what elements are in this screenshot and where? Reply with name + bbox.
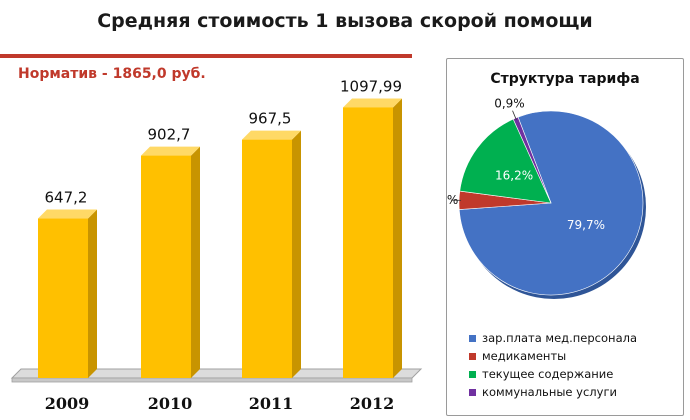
bar-value-label: 967,5: [249, 110, 292, 128]
bar-2011: [242, 130, 301, 378]
bar-front: [38, 218, 88, 378]
category-label: 2010: [148, 394, 193, 413]
category-label: 2009: [45, 394, 90, 413]
legend-label: коммунальные услуги: [482, 385, 617, 399]
pie-chart-title: Структура тарифа: [490, 71, 640, 87]
bar-value-label: 1097,99: [340, 77, 402, 95]
bar-side: [88, 209, 97, 378]
pie-value-label: 3,2%: [447, 193, 458, 207]
legend-item: зар.плата мед.персонала: [469, 329, 637, 347]
legend-swatch: [469, 352, 476, 360]
chart-floor-edge: [11, 377, 413, 383]
bar-2010: [141, 146, 200, 378]
legend-swatch: [469, 334, 476, 342]
bar-top: [141, 146, 200, 156]
pie-leader-line: [512, 110, 517, 121]
bar-top: [38, 209, 97, 219]
legend-swatch: [469, 370, 476, 378]
legend-label: текущее содержание: [482, 367, 614, 381]
legend-label: зар.плата мед.персонала: [482, 331, 638, 345]
bar-top: [242, 130, 301, 140]
legend-item: коммунальные услуги: [469, 383, 637, 401]
standard-note: Норматив - 1865,0 руб.: [18, 66, 206, 82]
bar-2009: [38, 209, 97, 378]
bar-top: [343, 98, 402, 108]
pie-chart: 79,7% 3,2% 16,2% 0,9%: [447, 96, 646, 299]
title-divider: [0, 54, 412, 58]
category-label: 2011: [249, 394, 294, 413]
bar-value-label: 902,7: [148, 126, 191, 144]
bar-value-label: 647,2: [45, 189, 88, 207]
pie-slice: [459, 118, 552, 204]
chart-title: Средняя стоимость 1 вызова скорой помощи: [97, 10, 593, 32]
legend-item: медикаменты: [469, 347, 637, 365]
category-label: 2012: [350, 394, 395, 413]
bar-front: [343, 107, 393, 378]
pie-value-label: 79,7%: [567, 218, 605, 232]
pie-legend: зар.плата мед.персонала медикаменты текуще…: [469, 329, 637, 401]
bar-side: [191, 146, 200, 378]
legend-swatch: [469, 388, 476, 396]
bar-front: [141, 155, 191, 378]
pie-value-label: 0,9%: [494, 96, 525, 110]
pie-chart-panel: Структура тарифа 79,7% 3,2% 16,2% 0,9% зар.…: [446, 58, 684, 416]
bar-side: [292, 130, 301, 378]
pie-value-label: 16,2%: [495, 169, 533, 183]
legend-label: медикаменты: [482, 349, 567, 363]
bar-chart: 647,2 2009 902,7 2010 967,5 2011 1097,99 2012: [10, 77, 423, 413]
legend-item: текущее содержание: [469, 365, 637, 383]
bar-side: [393, 98, 402, 378]
bar-2012: [343, 98, 402, 378]
bar-front: [242, 139, 292, 378]
